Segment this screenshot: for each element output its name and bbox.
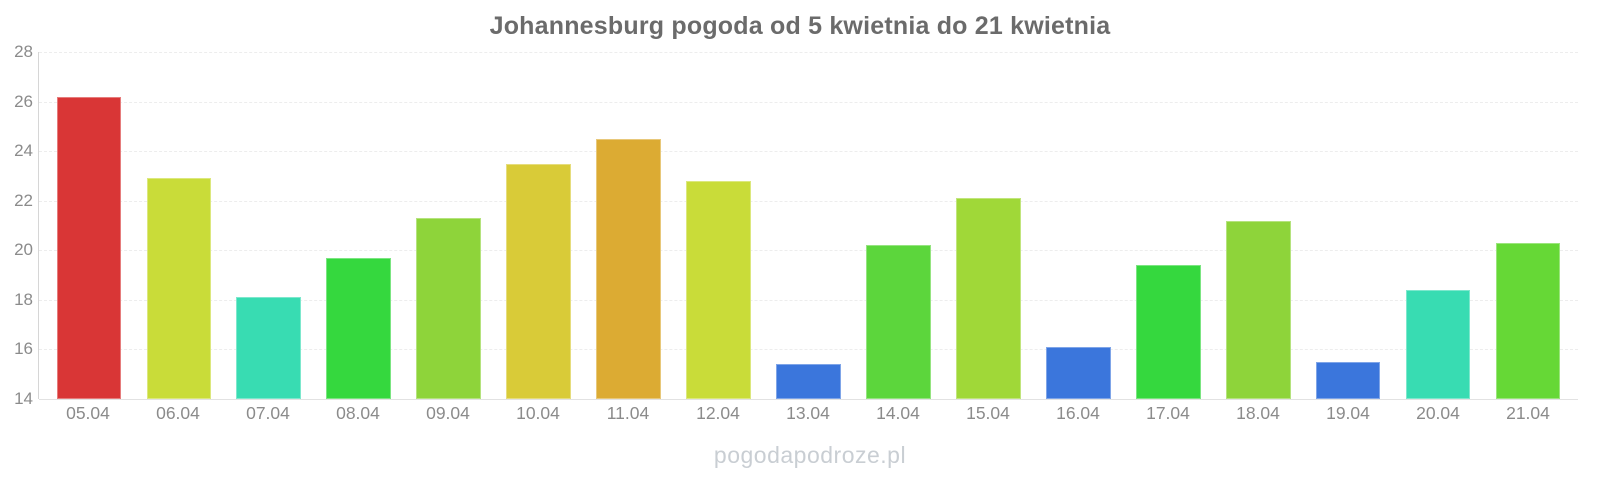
bar-19.04 (1315, 361, 1381, 399)
x-tick-label-20.04: 20.04 (1416, 403, 1460, 423)
bar-20.04 (1405, 289, 1471, 399)
gridline-14 (39, 399, 1578, 400)
gridline-26 (39, 101, 1578, 103)
gridline-28 (39, 52, 1578, 53)
bar-15.04 (955, 198, 1021, 399)
bar-06.04 (146, 178, 212, 399)
bar-slot-08.04 (314, 52, 404, 399)
x-tick-label-08.04: 08.04 (336, 403, 380, 423)
bar-18.04 (1225, 220, 1291, 399)
gridline-18 (39, 299, 1578, 301)
x-tick-label-09.04: 09.04 (426, 403, 470, 423)
bar-slot-13.04 (764, 52, 854, 399)
y-tick-label-18: 18 (14, 289, 33, 309)
y-tick-label-28: 28 (14, 42, 33, 61)
bar-slot-18.04 (1213, 52, 1303, 399)
watermark: pogodapodroze.pl (713, 442, 907, 468)
chart-title: Johannesburg pogoda od 5 kwietnia do 21 … (489, 12, 1111, 40)
x-tick-label-06.04: 06.04 (156, 403, 200, 423)
x-tick-label-13.04: 13.04 (786, 403, 830, 423)
bar-slot-09.04 (404, 52, 494, 399)
y-tick-label-20: 20 (14, 240, 33, 260)
bar-13.04 (776, 364, 841, 399)
bar-slot-06.04 (134, 52, 224, 399)
y-tick-label-16: 16 (14, 339, 33, 359)
bar-slot-20.04 (1393, 52, 1483, 399)
y-tick-label-14: 14 (14, 389, 33, 408)
bars-container (39, 52, 1578, 399)
bar-slot-05.04 (44, 52, 134, 399)
bar-08.04 (326, 257, 392, 399)
bar-05.04 (56, 96, 122, 399)
x-tick-label-14.04: 14.04 (876, 403, 920, 423)
bar-09.04 (416, 218, 482, 399)
x-tick-label-05.04: 05.04 (66, 403, 110, 423)
bar-slot-16.04 (1033, 52, 1123, 399)
bar-21.04 (1495, 242, 1561, 399)
x-axis-labels: 05.04 06.04 07.04 08.04 09.04 10.04 11.04 12.04… (38, 403, 1578, 424)
bar-slot-14.04 (853, 52, 943, 399)
bar-slot-10.04 (494, 52, 584, 399)
x-tick-label-16.04: 16.04 (1056, 403, 1100, 423)
bar-slot-17.04 (1123, 52, 1213, 399)
bar-slot-07.04 (224, 52, 314, 399)
gridline-20 (39, 250, 1578, 252)
bar-16.04 (1045, 346, 1111, 399)
y-tick-label-26: 26 (14, 91, 33, 111)
x-tick-label-19.04: 19.04 (1326, 403, 1370, 423)
bar-14.04 (866, 245, 931, 399)
gridline-16 (39, 349, 1578, 351)
bar-07.04 (236, 297, 302, 399)
bar-slot-12.04 (674, 52, 764, 399)
bar-slot-15.04 (943, 52, 1033, 399)
gridline-24 (39, 151, 1578, 153)
x-tick-label-18.04: 18.04 (1236, 403, 1280, 423)
plot-area (38, 52, 1578, 400)
x-tick-label-17.04: 17.04 (1146, 403, 1190, 423)
bar-17.04 (1135, 265, 1201, 399)
x-tick-label-10.04: 10.04 (516, 403, 560, 423)
y-tick-label-24: 24 (14, 141, 33, 161)
bar-slot-19.04 (1303, 52, 1393, 399)
bar-11.04 (596, 138, 661, 399)
x-tick-label-15.04: 15.04 (966, 403, 1010, 423)
bar-10.04 (506, 163, 572, 399)
x-tick-label-07.04: 07.04 (246, 403, 290, 423)
x-tick-label-21.04: 21.04 (1506, 403, 1550, 423)
x-tick-label-12.04: 12.04 (696, 403, 740, 423)
bar-slot-21.04 (1483, 52, 1573, 399)
gridline-22 (39, 200, 1578, 202)
bar-12.04 (686, 180, 751, 399)
x-tick-label-11.04: 11.04 (606, 403, 650, 423)
bar-slot-11.04 (584, 52, 674, 399)
y-tick-label-22: 22 (14, 190, 33, 210)
